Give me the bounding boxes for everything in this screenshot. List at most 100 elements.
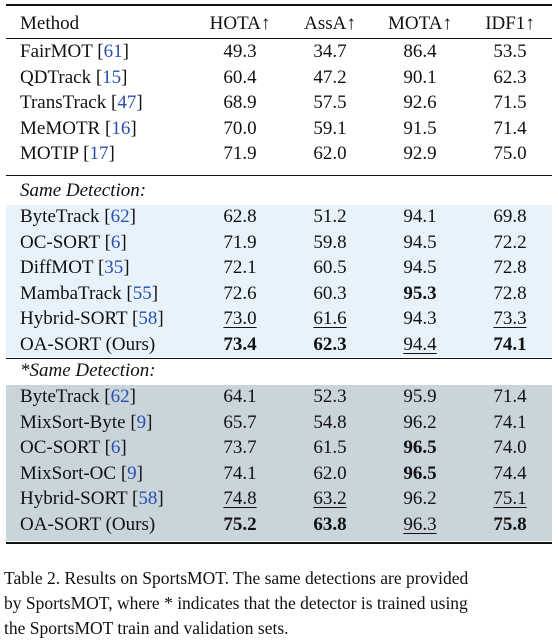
value-text: 75.8 [493, 513, 527, 535]
method-cell: Hybrid-SORT [58] [20, 488, 164, 509]
value-text: 34.7 [313, 41, 347, 62]
caption-line-1: Table 2. Results on SportsMOT. The same … [4, 568, 469, 588]
method-cell: MambaTrack [55] [20, 282, 159, 304]
method-cell: OA-SORT (Ours) [20, 332, 155, 358]
value-cell: 96.5 [380, 461, 460, 487]
value-text: 62.0 [313, 143, 347, 164]
citation-ref: 17 [89, 143, 109, 164]
value-cell: 72.1 [200, 255, 280, 281]
value-cell: 92.9 [380, 141, 460, 167]
value-text: 95.3 [403, 282, 437, 304]
value-cell: 92.6 [380, 90, 460, 116]
method-cell: OC-SORT [6] [20, 231, 127, 253]
value-cell: 60.3 [290, 281, 370, 307]
bottom-rule [6, 542, 552, 544]
table-row: MeMOTR [16] 70.0 59.1 91.5 71.4 [6, 116, 552, 142]
value-cell: 63.8 [290, 512, 370, 538]
value-text: 53.5 [493, 41, 527, 62]
value-cell: 73.3 [470, 306, 550, 332]
value-cell: 60.4 [200, 65, 280, 91]
value-cell: 63.2 [290, 486, 370, 512]
value-text: 96.2 [403, 488, 437, 509]
citation-ref: 35 [104, 257, 124, 278]
citation-ref: 9 [136, 411, 147, 433]
section-label-row: *Same Detection: [6, 358, 552, 384]
value-cell: 71.9 [200, 141, 280, 167]
value-text: 75.1 [493, 488, 527, 509]
value-cell: 62.0 [290, 461, 370, 487]
citation-ref: 58 [138, 488, 158, 509]
value-cell: 60.5 [290, 255, 370, 281]
method-name: MambaTrack [20, 282, 122, 304]
value-cell: 75.1 [470, 486, 550, 512]
citation-ref: 62 [110, 206, 130, 227]
value-text: 62.3 [313, 333, 347, 355]
value-cell: 96.3 [380, 512, 460, 538]
value-text: 68.9 [223, 92, 257, 113]
table-row: MixSort-Byte [9] 65.7 54.8 96.2 74.1 [6, 410, 552, 436]
value-text: 92.6 [403, 92, 437, 113]
value-text: 59.8 [313, 231, 347, 253]
table-row: OC-SORT [6] 71.9 59.8 94.5 72.2 [6, 230, 552, 256]
table-row: MixSort-OC [9] 74.1 62.0 96.5 74.4 [6, 461, 552, 487]
citation-ref: 16 [111, 117, 131, 139]
value-text: 73.3 [493, 308, 527, 329]
value-cell: 59.8 [290, 230, 370, 256]
value-cell: 49.3 [200, 39, 280, 65]
value-text: 72.2 [493, 231, 527, 253]
value-cell: 72.2 [470, 230, 550, 256]
value-text: 69.8 [493, 206, 527, 227]
value-text: 71.5 [493, 92, 527, 113]
value-cell: 96.2 [380, 410, 460, 436]
group-rule-1 [6, 175, 552, 176]
value-cell: 65.7 [200, 410, 280, 436]
value-cell: 52.3 [290, 384, 370, 410]
value-cell: 72.8 [470, 255, 550, 281]
method-cell: DiffMOT [35] [20, 257, 130, 278]
method-cell: QDTrack [15] [20, 66, 128, 88]
method-cell: OA-SORT (Ours) [20, 512, 155, 538]
value-text: 57.5 [313, 92, 347, 113]
table-row: FairMOT [61] 49.3 34.7 86.4 53.5 [6, 39, 552, 65]
value-cell: 94.3 [380, 306, 460, 332]
value-text: 86.4 [403, 41, 437, 62]
value-cell: 74.0 [470, 435, 550, 461]
value-text: 60.5 [313, 257, 347, 278]
value-text: 73.7 [223, 437, 257, 458]
value-cell: 69.8 [470, 204, 550, 230]
method-name: TransTrack [20, 92, 107, 113]
value-cell: 61.6 [290, 306, 370, 332]
value-text: 71.4 [493, 117, 527, 139]
value-cell: 94.4 [380, 332, 460, 358]
group-rule-2 [6, 358, 552, 359]
value-text: 63.8 [313, 513, 347, 535]
value-cell: 90.1 [380, 65, 460, 91]
method-name: ByteTrack [20, 206, 100, 227]
value-text: 94.4 [403, 333, 437, 355]
value-text: 64.1 [223, 386, 257, 407]
section-label: Same Detection: [20, 180, 147, 201]
value-text: 96.5 [403, 462, 437, 484]
method-name: ByteTrack [20, 386, 100, 407]
value-cell: 71.4 [470, 384, 550, 410]
citation-ref: 15 [102, 66, 122, 88]
value-cell: 62.8 [200, 204, 280, 230]
value-cell: 54.8 [290, 410, 370, 436]
citation-ref: 55 [132, 282, 152, 304]
method-cell: ByteTrack [62] [20, 386, 136, 407]
value-cell: 91.5 [380, 116, 460, 142]
section-label-row: Same Detection: [6, 178, 552, 204]
value-cell: 75.8 [470, 512, 550, 538]
method-name: MeMOTR [20, 117, 101, 139]
value-cell: 51.2 [290, 204, 370, 230]
value-text: 74.4 [493, 462, 527, 484]
method-name: Hybrid-SORT [20, 308, 128, 329]
value-text: 96.3 [403, 513, 437, 535]
table-row: ByteTrack [62] 64.1 52.3 95.9 71.4 [6, 384, 552, 410]
value-text: 63.2 [313, 488, 347, 509]
value-text: 94.3 [403, 308, 437, 329]
value-text: 75.2 [223, 513, 257, 535]
citation-ref: 6 [110, 231, 121, 253]
value-cell: 57.5 [290, 90, 370, 116]
method-cell: MixSort-OC [9] [20, 462, 143, 484]
